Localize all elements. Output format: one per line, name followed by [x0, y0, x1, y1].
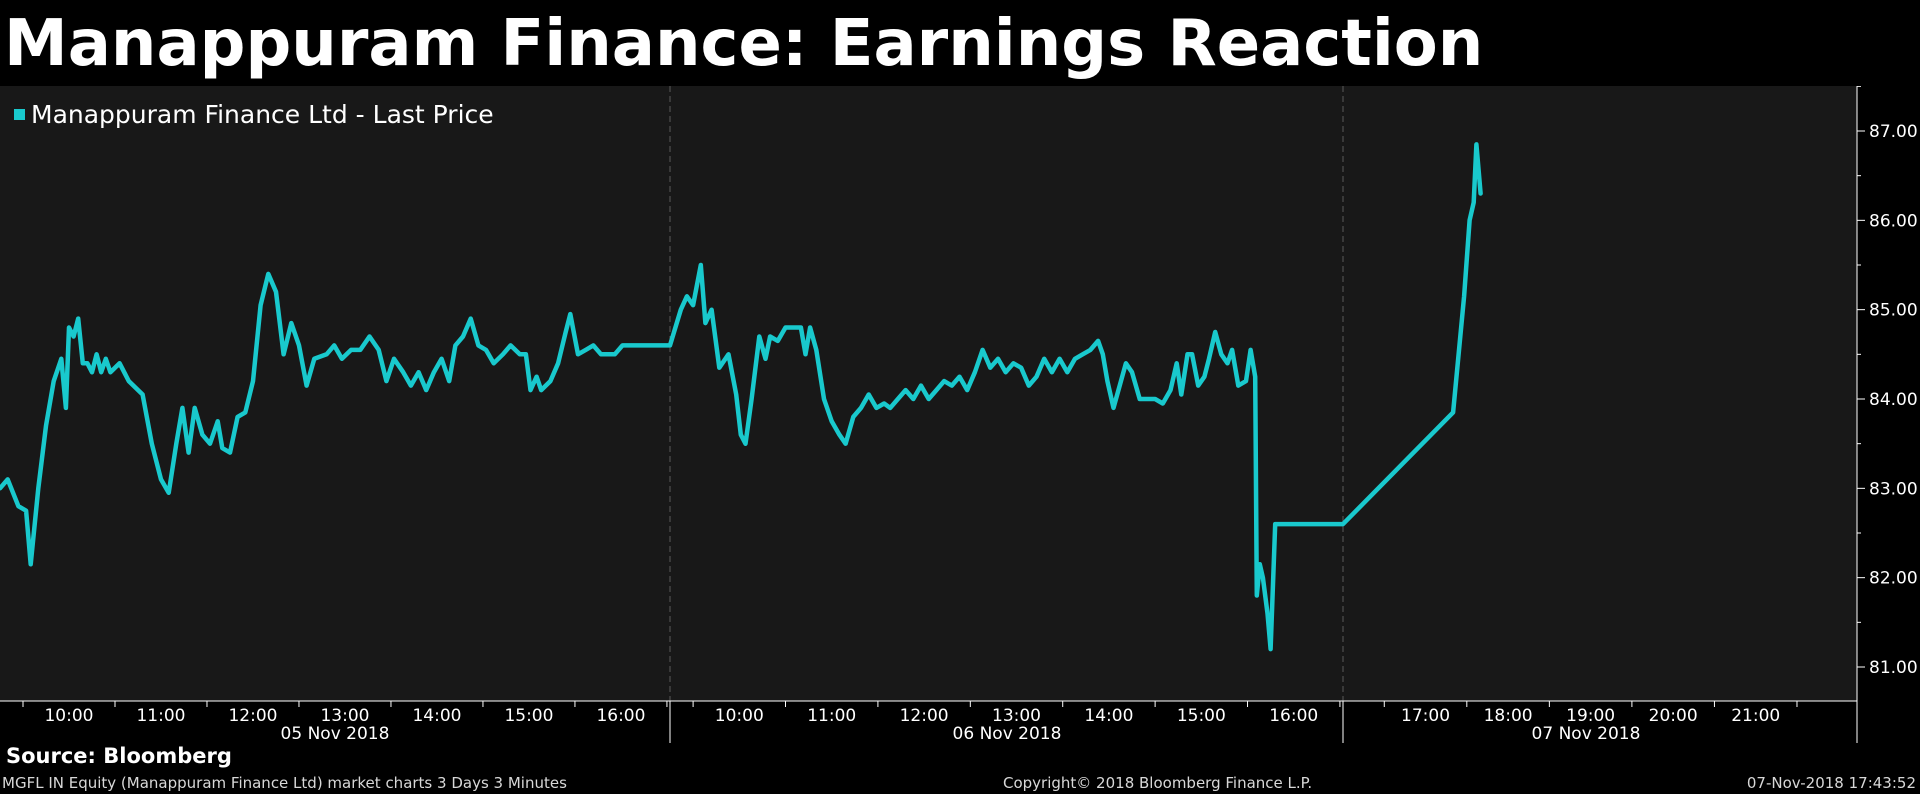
x-date-label: 05 Nov 2018 [281, 724, 390, 744]
price-chart: 81.00 82.00 83.00 84.00 85.00 86.00 87.00 10:0… [0, 86, 1918, 744]
x-tick-label: 16:00 [1269, 706, 1318, 726]
x-tick-label: 11:00 [136, 706, 185, 726]
y-tick-label: 83.00 [1869, 479, 1918, 499]
x-axis-ticks: 10:00 11:00 12:00 13:00 14:00 15:00 16:00 10:00… [22, 701, 1798, 726]
footer-copyright: Copyright© 2018 Bloomberg Finance L.P. [1003, 774, 1313, 792]
x-tick-label: 10:00 [715, 706, 764, 726]
y-tick-label: 85.00 [1869, 301, 1918, 321]
y-tick-label: 82.00 [1869, 569, 1918, 589]
plot-area [0, 86, 1857, 701]
legend-label: Manappuram Finance Ltd - Last Price [31, 100, 494, 129]
x-tick-label: 18:00 [1484, 706, 1533, 726]
x-tick-label: 14:00 [412, 706, 461, 726]
x-date-label: 07 Nov 2018 [1532, 724, 1641, 744]
x-tick-label: 11:00 [807, 706, 856, 726]
x-tick-label: 12:00 [900, 706, 949, 726]
y-axis-ticks: 81.00 82.00 83.00 84.00 85.00 86.00 87.00 [1857, 86, 1918, 678]
footer-timestamp: 07-Nov-2018 17:43:52 [1746, 774, 1916, 792]
x-date-label: 06 Nov 2018 [953, 724, 1062, 744]
session-separators [669, 86, 1344, 701]
page-title: Manappuram Finance: Earnings Reaction [4, 7, 1484, 81]
x-tick-label: 14:00 [1084, 706, 1133, 726]
x-tick-label: 21:00 [1731, 706, 1780, 726]
y-tick-label: 86.00 [1869, 211, 1918, 231]
x-tick-label: 13:00 [992, 706, 1041, 726]
x-tick-label: 16:00 [596, 706, 645, 726]
chart-legend: Manappuram Finance Ltd - Last Price [14, 100, 494, 129]
x-tick-label: 20:00 [1649, 706, 1698, 726]
source-label: Source: Bloomberg [6, 744, 232, 768]
axes [0, 86, 1858, 743]
x-tick-label: 12:00 [228, 706, 277, 726]
x-tick-label: 15:00 [504, 706, 553, 726]
x-tick-label: 19:00 [1566, 706, 1615, 726]
series-line-last-price [0, 142, 1483, 652]
x-tick-label: 15:00 [1177, 706, 1226, 726]
x-tick-label: 10:00 [44, 706, 93, 726]
date-labels: 05 Nov 2018 06 Nov 2018 07 Nov 2018 [281, 724, 1641, 744]
y-tick-label: 87.00 [1869, 122, 1918, 142]
y-tick-label: 84.00 [1869, 390, 1918, 410]
footer-ticker-description: MGFL IN Equity (Manappuram Finance Ltd) … [2, 774, 567, 792]
x-tick-label: 17:00 [1401, 706, 1450, 726]
legend-swatch [14, 109, 25, 120]
x-tick-label: 13:00 [320, 706, 369, 726]
footer-bar: MGFL IN Equity (Manappuram Finance Ltd) … [0, 770, 1920, 794]
y-tick-label: 81.00 [1869, 658, 1918, 678]
